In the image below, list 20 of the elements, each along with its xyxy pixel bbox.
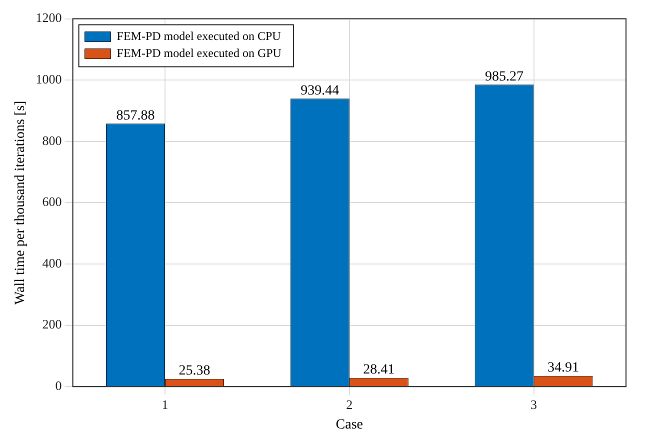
- x-tick-label: 3: [530, 396, 538, 412]
- y-tick-label: 0: [55, 378, 62, 394]
- data-label: 28.41: [363, 362, 395, 378]
- y-tick-label: 600: [42, 194, 62, 210]
- y-tick-label: 400: [42, 255, 62, 270]
- x-tick-label: 2: [346, 396, 353, 412]
- data-label: 857.88: [116, 108, 155, 124]
- legend-label: FEM-PD model executed on GPU: [116, 46, 282, 60]
- data-label: 34.91: [548, 360, 580, 376]
- x-axis-title: Case: [336, 417, 364, 432]
- x-tick-label: 1: [162, 396, 168, 412]
- y-tick-label: 1000: [36, 72, 62, 87]
- y-axis-title: Wall time per thousand iterations [s]: [13, 100, 28, 305]
- data-label: 985.27: [485, 69, 524, 84]
- y-tick-label: 800: [42, 132, 62, 148]
- y-tick-label: 1200: [36, 10, 62, 26]
- data-label: 25.38: [178, 363, 210, 378]
- legend-label: FEM-PD model executed on CPU: [116, 28, 282, 43]
- y-tick-label: 200: [42, 316, 62, 332]
- data-label: 939.44: [300, 83, 340, 98]
